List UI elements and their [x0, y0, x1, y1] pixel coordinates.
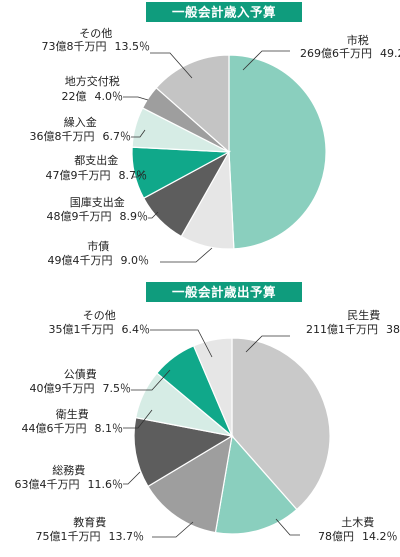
leader-line-3 — [148, 211, 159, 219]
pie-slice-1 — [231, 337, 331, 511]
slice-name-label: 地方交付税 — [65, 74, 120, 88]
slice-amount: 63億4千万円 — [15, 478, 80, 491]
slice-amount: 73億8千万円 — [42, 40, 107, 53]
slice-percent: 8.9％ — [120, 210, 149, 223]
slice-name-label: 総務費 — [52, 463, 85, 477]
slice-amount: 78億円 — [318, 530, 354, 543]
slice-percent: 13.7％ — [109, 530, 145, 543]
slice-name-label: 教育費 — [73, 515, 106, 529]
slice-percent: 14.2％ — [362, 530, 398, 543]
leader-line-6 — [123, 96, 149, 101]
slice-amount: 36億8千万円 — [30, 130, 95, 143]
leader-line-2 — [275, 518, 300, 536]
slice-name-label: 民生費 — [347, 308, 380, 322]
slice-amount: 40億9千万円 — [30, 382, 95, 395]
leader-line-2 — [160, 247, 213, 263]
pie-slice-7 — [192, 337, 233, 437]
slice-amount: 47億9千万円 — [46, 169, 111, 182]
slice-percent: 9.0％ — [121, 254, 150, 267]
slice-amount: 48億9千万円 — [47, 210, 112, 223]
slice-name-label: その他 — [79, 27, 112, 40]
slice-percent: 13.5％ — [115, 40, 151, 53]
slice-value-label: 75億1千万円 13.7％ — [36, 530, 145, 543]
slice-amount: 35億1千万円 — [49, 323, 114, 336]
slice-name-label: 市税 — [347, 33, 369, 47]
revenue-pie — [131, 54, 327, 250]
slice-percent: 4.0％ — [95, 90, 124, 103]
revenue-leader-lines — [123, 50, 290, 263]
slice-percent: 6.4％ — [122, 323, 151, 336]
expenditure-title-box — [146, 282, 302, 302]
slice-value-label: 78億円 14.2％ — [318, 530, 398, 543]
pie-slice-3 — [147, 434, 233, 534]
pie-slice-4 — [133, 416, 234, 488]
leader-line-7 — [150, 329, 213, 358]
expenditure-title: 一般会計歳出予算 — [172, 285, 276, 300]
leader-line-4 — [133, 170, 146, 178]
expenditure-pie — [133, 337, 331, 535]
leader-line-6 — [131, 369, 171, 391]
pie-slice-7 — [155, 54, 230, 154]
slice-amount: 49億4千万円 — [48, 254, 113, 267]
slice-percent: 7.5％ — [103, 382, 132, 395]
slice-value-label: 40億9千万円 7.5％ — [30, 382, 132, 395]
slice-percent: 49.2％ — [380, 47, 400, 60]
slice-name-label: 繰入金 — [64, 115, 97, 129]
slice-name-label: 国庫支出金 — [70, 195, 125, 209]
leader-line-1 — [242, 50, 290, 71]
slice-value-label: 35億1千万円 6.4％ — [49, 323, 151, 336]
slice-amount: 44億6千万円 — [22, 422, 87, 435]
slice-value-label: 211億1千万円 38.5％ — [306, 323, 400, 336]
slice-amount: 211億1千万円 — [306, 323, 378, 336]
slice-amount: 75億1千万円 — [36, 530, 101, 543]
pie-slice-2 — [214, 434, 298, 535]
slice-value-label: 22億 4.0％ — [62, 90, 124, 103]
leader-line-5 — [123, 409, 153, 429]
slice-amount: 269億6千万円 — [300, 47, 372, 60]
slice-name-label: 土木費 — [341, 515, 374, 529]
slice-percent: 8.1％ — [95, 422, 124, 435]
slice-percent: 38.5％ — [386, 323, 400, 336]
slice-value-label: 63億4千万円 11.6％ — [15, 478, 124, 491]
pie-slice-1 — [228, 54, 327, 250]
slice-value-label: 73億8千万円 13.5％ — [42, 40, 151, 53]
slice-percent: 8.7％ — [119, 169, 148, 182]
slice-name-label: 衛生費 — [56, 407, 89, 421]
slice-value-label: 48億9千万円 8.9％ — [47, 210, 149, 223]
slice-amount: 22億 — [62, 90, 87, 103]
slice-value-label: 269億6千万円 49.2％ — [300, 47, 400, 60]
leader-line-3 — [152, 521, 194, 538]
slice-value-label: 36億8千万円 6.7％ — [30, 130, 132, 143]
revenue-title: 一般会計歳入予算 — [172, 5, 276, 20]
slice-name-label: 都支出金 — [74, 153, 118, 167]
slice-percent: 11.6％ — [88, 478, 124, 491]
leader-line-1 — [245, 335, 290, 353]
leader-line-4 — [123, 471, 141, 485]
leader-line-7 — [150, 52, 193, 79]
expenditure-leader-lines — [123, 329, 300, 538]
slice-name-label: その他 — [83, 309, 116, 322]
slice-value-label: 44億6千万円 8.1％ — [22, 422, 124, 435]
slice-value-label: 47億9千万円 8.7％ — [46, 169, 148, 182]
slice-name-label: 市債 — [87, 239, 109, 253]
slice-value-label: 49億4千万円 9.0％ — [48, 254, 150, 267]
revenue-title-box — [146, 2, 302, 22]
slice-name-label: 公債費 — [64, 367, 97, 381]
slice-percent: 6.7％ — [103, 130, 132, 143]
leader-line-5 — [131, 129, 146, 138]
